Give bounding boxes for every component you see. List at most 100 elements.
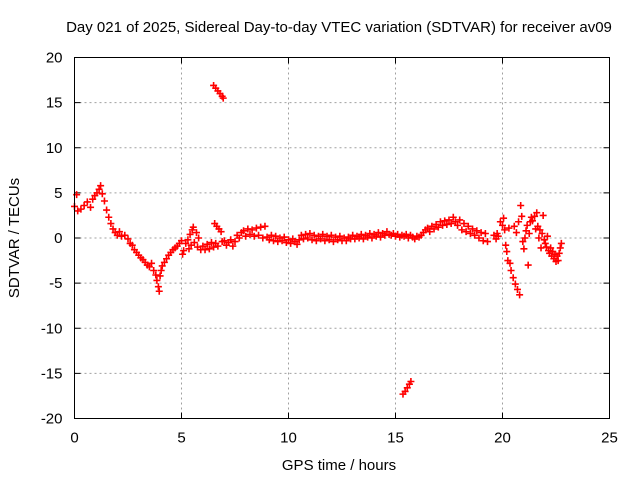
data-point <box>535 234 543 242</box>
data-point <box>506 259 514 267</box>
data-point <box>299 235 307 243</box>
data-point <box>278 237 286 245</box>
data-point <box>317 235 325 243</box>
data-point <box>539 211 547 219</box>
data-point <box>500 214 508 222</box>
data-point <box>464 222 472 230</box>
data-point <box>227 236 235 244</box>
data-point <box>523 221 531 229</box>
data-point <box>203 240 211 248</box>
data-point <box>434 223 442 231</box>
data-point <box>426 228 434 236</box>
data-point <box>439 221 447 229</box>
data-point <box>295 236 303 244</box>
data-point <box>374 229 382 237</box>
data-point <box>510 222 518 230</box>
data-point <box>517 202 525 210</box>
data-point <box>441 217 449 225</box>
y-tick-label: 0 <box>54 230 62 247</box>
data-point <box>231 238 239 246</box>
data-point <box>246 230 254 238</box>
data-point <box>462 228 470 236</box>
data-point <box>377 233 385 241</box>
data-point <box>460 220 468 228</box>
data-point <box>466 229 474 237</box>
data-point <box>527 213 535 221</box>
data-point <box>302 230 310 238</box>
data-point <box>355 234 363 242</box>
data-point <box>531 212 539 220</box>
series-main-trace <box>71 182 565 299</box>
data-point <box>179 250 187 258</box>
data-point <box>479 237 487 245</box>
data-point <box>458 226 466 234</box>
tick-labels: 0 5 10 15 20 25 -20 -15 -10 -5 0 5 10 15 20 <box>41 50 618 447</box>
data-point <box>93 189 101 197</box>
data-point <box>525 229 533 237</box>
data-point <box>312 237 320 245</box>
data-point <box>528 217 536 225</box>
data-point <box>297 231 305 239</box>
x-tick-label: 15 <box>387 430 404 447</box>
data-point <box>267 231 275 239</box>
data-point <box>95 185 103 193</box>
data-point <box>272 232 280 240</box>
data-point <box>158 262 166 270</box>
data-point <box>407 377 415 385</box>
data-point <box>471 231 479 239</box>
data-point <box>329 238 337 246</box>
y-tick-label: 10 <box>46 140 63 157</box>
data-point <box>403 384 411 392</box>
data-point <box>436 218 444 226</box>
data-point <box>235 234 243 242</box>
y-tick-label: 5 <box>54 185 62 202</box>
data-point <box>368 234 376 242</box>
data-point <box>220 237 228 245</box>
data-point <box>105 213 113 221</box>
data-point <box>534 222 542 230</box>
data-point <box>366 229 374 237</box>
data-point <box>473 227 481 235</box>
data-point <box>501 226 509 234</box>
data-point <box>512 229 520 237</box>
data-point <box>229 242 237 250</box>
data-point <box>163 255 171 263</box>
data-point <box>280 233 288 241</box>
data-point <box>261 222 269 230</box>
data-point <box>178 237 185 245</box>
data-point <box>533 209 541 217</box>
data-point <box>520 245 528 253</box>
x-tick-label: 0 <box>70 430 78 447</box>
data-point <box>152 271 160 279</box>
series-lower-outlier <box>399 377 415 398</box>
data-point <box>145 263 153 271</box>
data-point <box>192 229 200 237</box>
data-point <box>128 241 136 249</box>
data-point <box>516 291 524 299</box>
data-point <box>306 229 314 237</box>
data-point <box>325 236 333 244</box>
data-point <box>359 235 367 243</box>
data-point <box>113 231 121 239</box>
data-point <box>255 231 263 239</box>
data-point <box>503 248 511 256</box>
data-point <box>424 224 432 232</box>
data-point <box>184 236 192 244</box>
data-point <box>240 227 248 235</box>
data-point <box>484 238 492 246</box>
data-point <box>537 244 545 252</box>
data-point <box>100 197 108 205</box>
data-point <box>115 228 123 236</box>
data-point <box>150 266 158 274</box>
plot-frame <box>74 57 610 419</box>
data-point <box>157 266 165 274</box>
data-point <box>189 223 197 231</box>
data-point <box>252 224 260 232</box>
data-point <box>154 283 162 291</box>
data-point <box>304 234 312 242</box>
data-point <box>477 229 485 237</box>
data-point <box>327 231 335 239</box>
data-point <box>77 205 85 213</box>
data-point <box>538 229 546 237</box>
data-point <box>511 280 519 288</box>
